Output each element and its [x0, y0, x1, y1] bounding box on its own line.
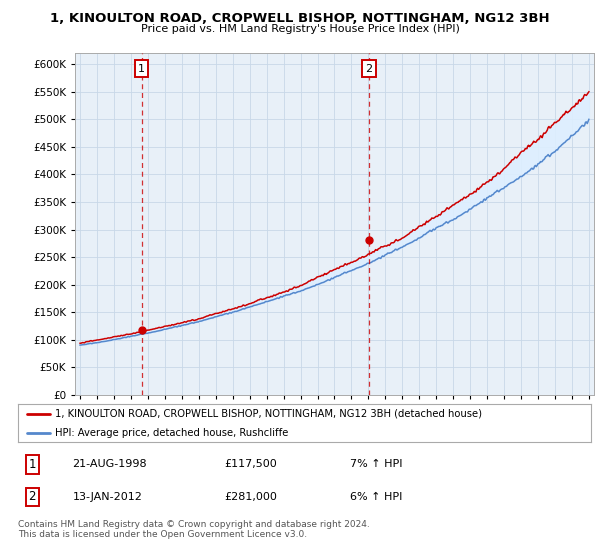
- Text: 2: 2: [29, 491, 36, 503]
- Text: 21-AUG-1998: 21-AUG-1998: [73, 459, 147, 469]
- Text: 7% ↑ HPI: 7% ↑ HPI: [350, 459, 403, 469]
- Text: 6% ↑ HPI: 6% ↑ HPI: [350, 492, 403, 502]
- Text: Price paid vs. HM Land Registry's House Price Index (HPI): Price paid vs. HM Land Registry's House …: [140, 24, 460, 34]
- Text: £117,500: £117,500: [224, 459, 277, 469]
- Text: Contains HM Land Registry data © Crown copyright and database right 2024.
This d: Contains HM Land Registry data © Crown c…: [18, 520, 370, 539]
- Text: 1: 1: [139, 64, 145, 73]
- Point: [137, 325, 146, 334]
- Text: 1, KINOULTON ROAD, CROPWELL BISHOP, NOTTINGHAM, NG12 3BH (detached house): 1, KINOULTON ROAD, CROPWELL BISHOP, NOTT…: [55, 409, 482, 419]
- Text: 1: 1: [29, 458, 36, 471]
- Text: £281,000: £281,000: [224, 492, 277, 502]
- Text: 2: 2: [365, 64, 373, 73]
- Point: [364, 236, 374, 245]
- Text: 13-JAN-2012: 13-JAN-2012: [73, 492, 142, 502]
- Text: HPI: Average price, detached house, Rushcliffe: HPI: Average price, detached house, Rush…: [55, 428, 289, 438]
- Text: 1, KINOULTON ROAD, CROPWELL BISHOP, NOTTINGHAM, NG12 3BH: 1, KINOULTON ROAD, CROPWELL BISHOP, NOTT…: [50, 12, 550, 25]
